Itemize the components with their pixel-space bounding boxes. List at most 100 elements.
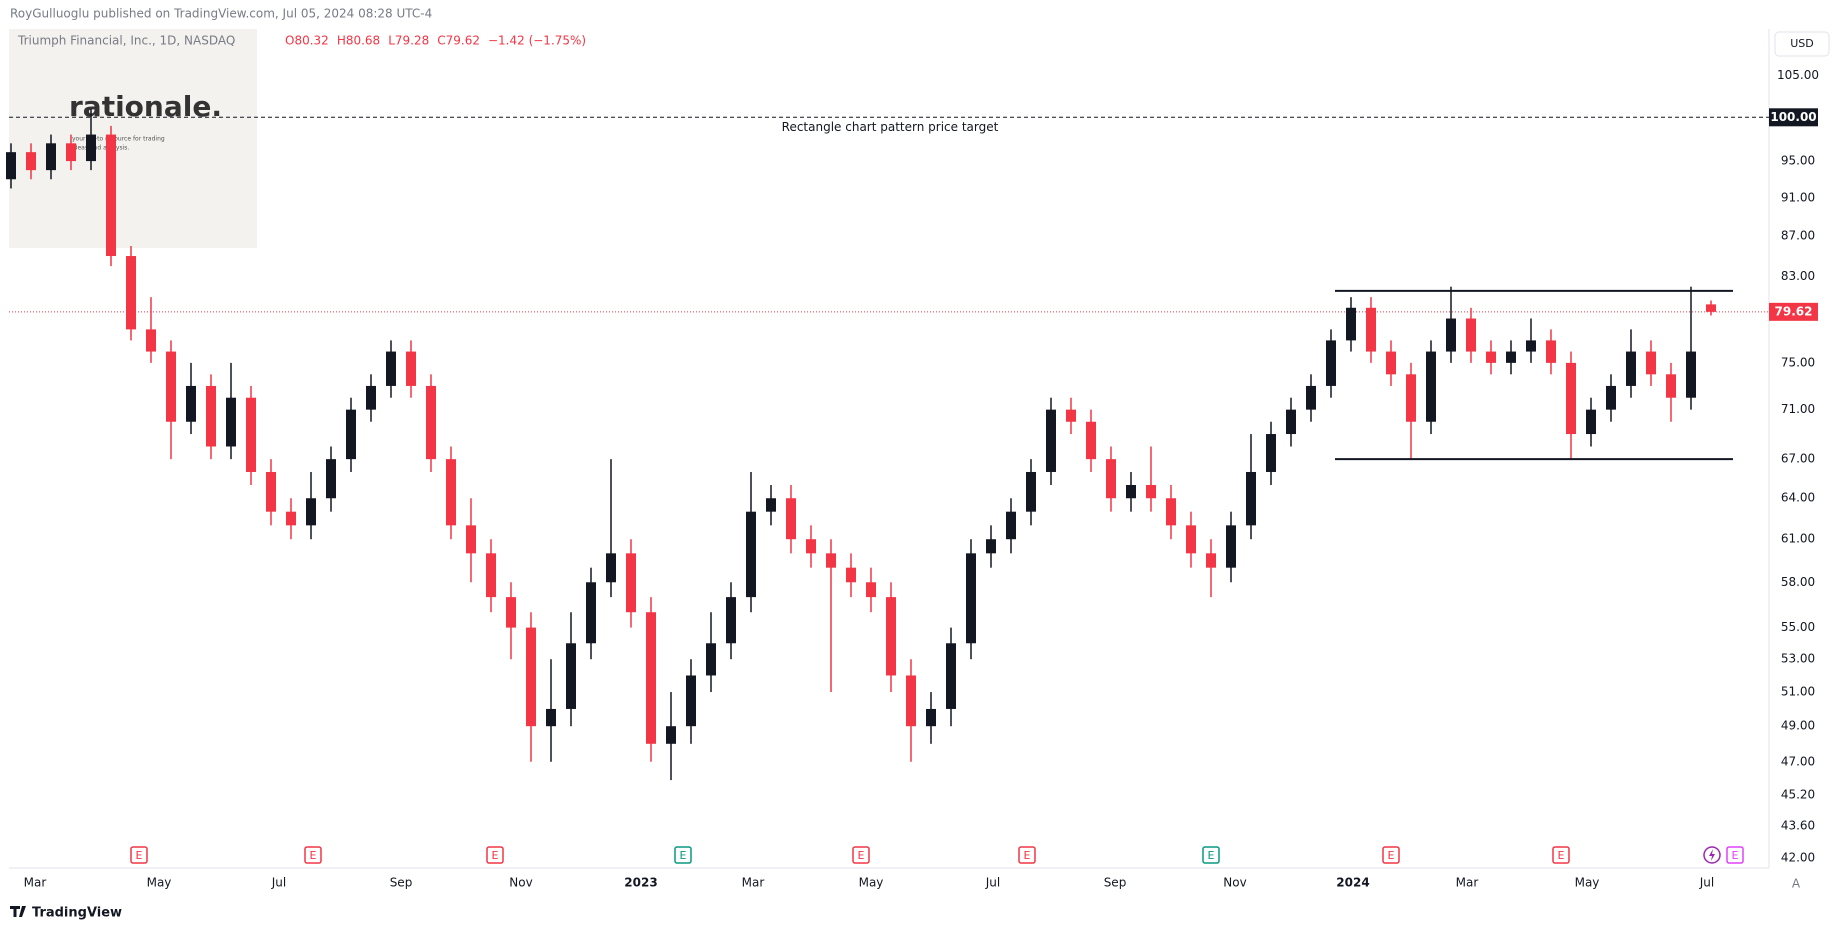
earnings-label: E: [1558, 849, 1565, 862]
dividend-icon-bolt: [1709, 849, 1715, 861]
candle-body: [586, 582, 596, 644]
candle-body: [1406, 374, 1416, 422]
y-tick-label: 91.00: [1781, 190, 1815, 204]
y-tick-label: 83.00: [1781, 269, 1815, 283]
earnings-marker[interactable]: [486, 846, 504, 864]
candle-body: [466, 525, 476, 554]
target-annotation: Rectangle chart pattern price target: [782, 120, 999, 134]
y-tick-label: 75.00: [1781, 355, 1815, 369]
target-price-box: [1769, 108, 1818, 127]
earnings-label: E: [858, 849, 865, 862]
candle-body: [226, 397, 236, 447]
y-tick-label: 45.20: [1781, 788, 1815, 802]
candle-body: [546, 708, 556, 727]
ohlc-value: C79.62: [437, 34, 480, 48]
candle-body: [446, 459, 456, 526]
x-tick-label: May: [147, 876, 172, 890]
candle-body: [566, 643, 576, 709]
candle-body: [146, 329, 156, 352]
candle-body: [1026, 471, 1036, 512]
candle-body: [666, 726, 676, 744]
candle-body: [1706, 304, 1716, 312]
earnings-label: E: [310, 849, 317, 862]
x-tick-label: Sep: [390, 876, 413, 890]
candle-body: [1466, 318, 1476, 352]
auto-scale[interactable]: A: [1792, 877, 1801, 891]
y-tick-label: 71.00: [1781, 402, 1815, 416]
candle-body: [646, 612, 656, 744]
y-tick-label: 49.00: [1781, 719, 1815, 733]
earnings-marker[interactable]: [1726, 846, 1744, 864]
candle-body: [986, 539, 996, 554]
candle-body: [366, 385, 376, 410]
candle-body: [1066, 409, 1076, 422]
x-tick-label: May: [859, 876, 884, 890]
earnings-label: E: [1024, 849, 1031, 862]
candle-body: [526, 627, 536, 727]
earnings-marker[interactable]: [1382, 846, 1400, 864]
candle-body: [406, 351, 416, 386]
price-change: −1.42 (−1.75%): [488, 34, 586, 48]
candle-body: [1106, 459, 1116, 499]
candle-body: [166, 351, 176, 422]
y-tick-label: 53.00: [1781, 652, 1815, 666]
candle-body: [206, 385, 216, 447]
candle-body: [1046, 409, 1056, 472]
earnings-marker[interactable]: [1552, 846, 1570, 864]
earnings-marker[interactable]: [130, 846, 148, 864]
y-tick-label: 64.00: [1781, 491, 1815, 505]
candle-body: [706, 643, 716, 676]
x-tick-label: 2024: [1336, 876, 1369, 890]
candle-body: [826, 553, 836, 568]
candle-body: [1566, 362, 1576, 435]
x-tick-label: Jul: [985, 876, 1000, 890]
candle-body: [886, 597, 896, 676]
candle-body: [1646, 351, 1656, 375]
candle-body: [606, 553, 616, 583]
candle-body: [866, 582, 876, 598]
earnings-marker[interactable]: [1202, 846, 1220, 864]
y-tick-label: 47.00: [1781, 754, 1815, 768]
candle-body: [746, 511, 756, 598]
earnings-marker[interactable]: [674, 846, 692, 864]
x-tick-label: Nov: [509, 876, 532, 890]
candle-body: [1246, 471, 1256, 526]
candle-body: [1086, 421, 1096, 460]
candle-body: [1386, 351, 1396, 375]
candle-body: [326, 459, 336, 499]
y-tick-label: 43.60: [1781, 818, 1815, 832]
dividend-icon[interactable]: [1703, 846, 1721, 864]
candle-body: [1126, 485, 1136, 499]
x-tick-label: Jul: [271, 876, 286, 890]
candle-body: [1666, 374, 1676, 398]
candle-body: [1006, 511, 1016, 540]
candle-body: [386, 351, 396, 386]
earnings-label: E: [1208, 849, 1215, 862]
candle-body: [926, 708, 936, 727]
candle-body: [1366, 307, 1376, 352]
earnings-label: E: [136, 849, 143, 862]
y-tick-label: 51.00: [1781, 685, 1815, 699]
currency[interactable]: USD: [1790, 37, 1814, 50]
currency-box[interactable]: [1774, 31, 1830, 57]
candle-body: [1306, 385, 1316, 410]
candle-body: [1146, 485, 1156, 499]
candle-body: [946, 643, 956, 709]
watermark-tagline: ideas and analysis.: [72, 145, 129, 152]
candle-body: [1346, 307, 1356, 341]
y-tick-label: 58.00: [1781, 575, 1815, 589]
candle-body: [786, 498, 796, 540]
earnings-marker[interactable]: [852, 846, 870, 864]
candle-body: [1606, 385, 1616, 410]
candle-body: [246, 397, 256, 472]
earnings-marker[interactable]: [1018, 846, 1036, 864]
candle-body: [1686, 351, 1696, 398]
earnings-marker[interactable]: [304, 846, 322, 864]
candle-body: [46, 143, 56, 171]
candle-body: [766, 498, 776, 512]
y-tick-label: 105.00: [1777, 68, 1819, 82]
candle-body: [1326, 340, 1336, 386]
candle-body: [1166, 498, 1176, 526]
candle-body: [6, 152, 16, 180]
